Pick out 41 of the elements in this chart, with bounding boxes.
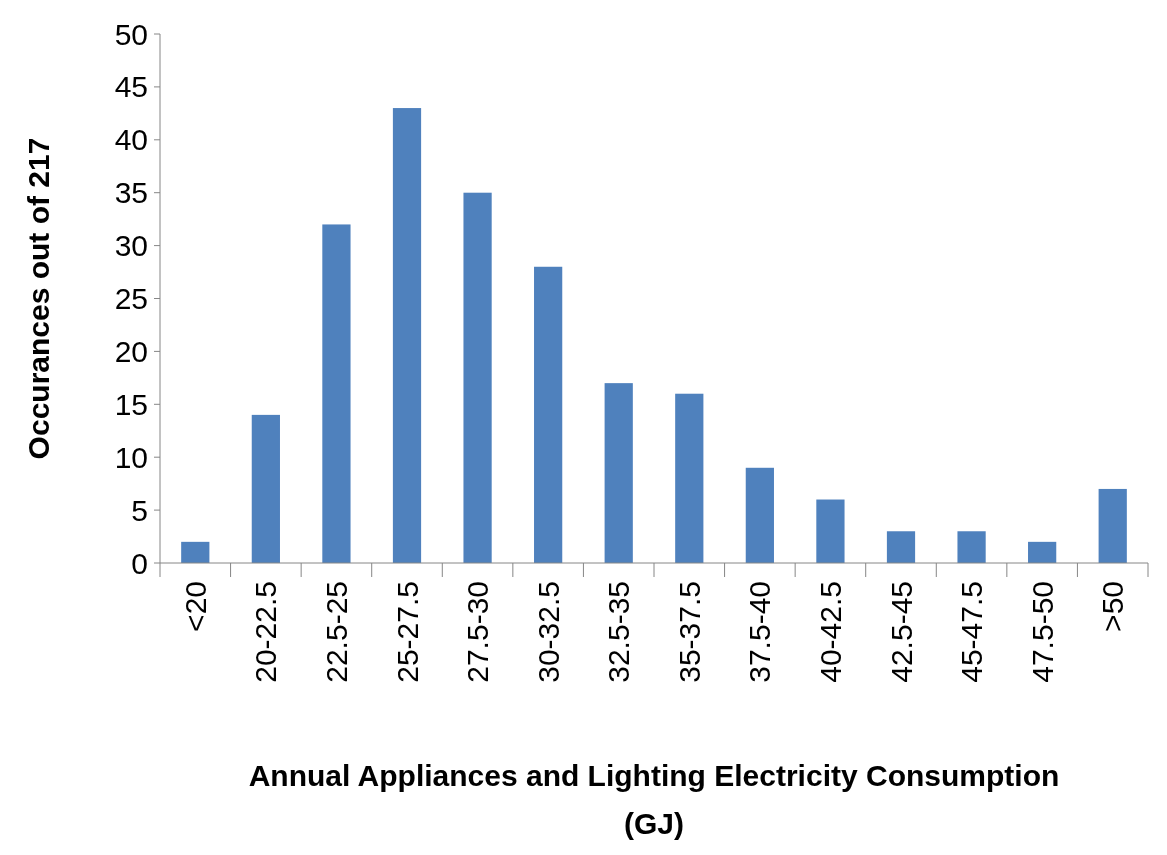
bar [392,108,422,563]
y-tick-label: 20 [114,334,148,368]
y-tick-label: 15 [114,387,148,421]
bar [1098,488,1127,563]
x-axis-title: Annual Appliances and Lighting Electricity Consumption (GJ) [248,759,1060,840]
x-tick-label: 42.5-45 [884,581,918,683]
bar [463,192,492,563]
y-tick-label: 45 [114,70,148,104]
bar [181,541,210,563]
x-tick-label: 25-27.5 [390,581,424,683]
y-tick-label: 0 [131,546,148,580]
x-tick-label: 40-42.5 [813,581,847,683]
y-tick-label: 30 [114,229,148,263]
bar [604,383,633,563]
bar [675,393,704,563]
bar [816,499,845,563]
y-tick-label: 25 [114,282,148,315]
y-tick-label: 40 [114,123,148,157]
x-tick-label: <20 [178,581,212,632]
y-tick-label: 35 [114,176,148,210]
x-tick-label: 32.5-35 [602,581,636,683]
x-tick-label: 37.5-40 [743,581,777,683]
x-tick-label: >50 [1096,581,1130,632]
bar [745,467,774,563]
x-tick-label: 20-22.5 [249,581,283,683]
bar [886,531,916,563]
x-tick-label: 35-37.5 [672,581,706,683]
x-tick-label: 30-32.5 [531,581,565,683]
bar [957,531,986,563]
y-axis-title: Occurances out of 217 [21,137,55,460]
bar [251,414,280,563]
y-tick-label: 50 [114,17,148,51]
bar [1028,541,1057,563]
y-tick-label: 5 [131,493,148,527]
x-tick-label: 22.5-25 [319,581,353,683]
y-tick-label: 10 [114,440,148,474]
bar [534,266,563,563]
x-tick-label: 47.5-50 [1025,581,1059,683]
bar [322,224,351,563]
x-tick-label: 45-47.5 [955,581,989,683]
x-tick-label: 27.5-30 [461,581,495,683]
